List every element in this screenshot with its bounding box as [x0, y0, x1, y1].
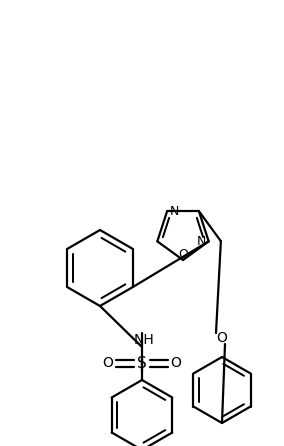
Text: O: O: [171, 356, 181, 370]
Text: N: N: [197, 235, 206, 248]
Text: S: S: [137, 355, 147, 371]
Text: O: O: [178, 248, 188, 261]
Text: O: O: [217, 331, 227, 345]
Text: N: N: [170, 205, 179, 218]
Text: NH: NH: [134, 333, 154, 347]
Text: O: O: [103, 356, 113, 370]
